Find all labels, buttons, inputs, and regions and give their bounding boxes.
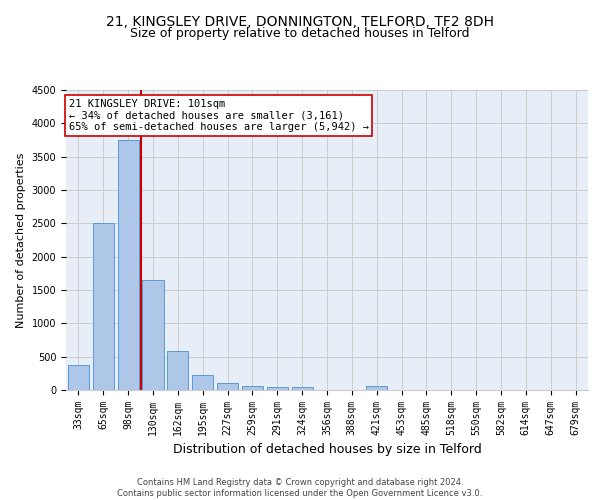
Text: 21, KINGSLEY DRIVE, DONNINGTON, TELFORD, TF2 8DH: 21, KINGSLEY DRIVE, DONNINGTON, TELFORD,… xyxy=(106,15,494,29)
Text: Size of property relative to detached houses in Telford: Size of property relative to detached ho… xyxy=(130,28,470,40)
Bar xyxy=(142,280,164,390)
Bar xyxy=(242,386,263,390)
Bar xyxy=(217,382,238,390)
Y-axis label: Number of detached properties: Number of detached properties xyxy=(16,152,26,328)
Text: Distribution of detached houses by size in Telford: Distribution of detached houses by size … xyxy=(173,442,481,456)
Text: Contains HM Land Registry data © Crown copyright and database right 2024.
Contai: Contains HM Land Registry data © Crown c… xyxy=(118,478,482,498)
Bar xyxy=(366,386,387,390)
Bar xyxy=(93,224,114,390)
Bar xyxy=(118,140,139,390)
Bar xyxy=(292,388,313,390)
Bar xyxy=(167,350,188,390)
Bar xyxy=(68,366,89,390)
Text: 21 KINGSLEY DRIVE: 101sqm
← 34% of detached houses are smaller (3,161)
65% of se: 21 KINGSLEY DRIVE: 101sqm ← 34% of detac… xyxy=(68,99,368,132)
Bar xyxy=(267,386,288,390)
Bar xyxy=(192,375,213,390)
